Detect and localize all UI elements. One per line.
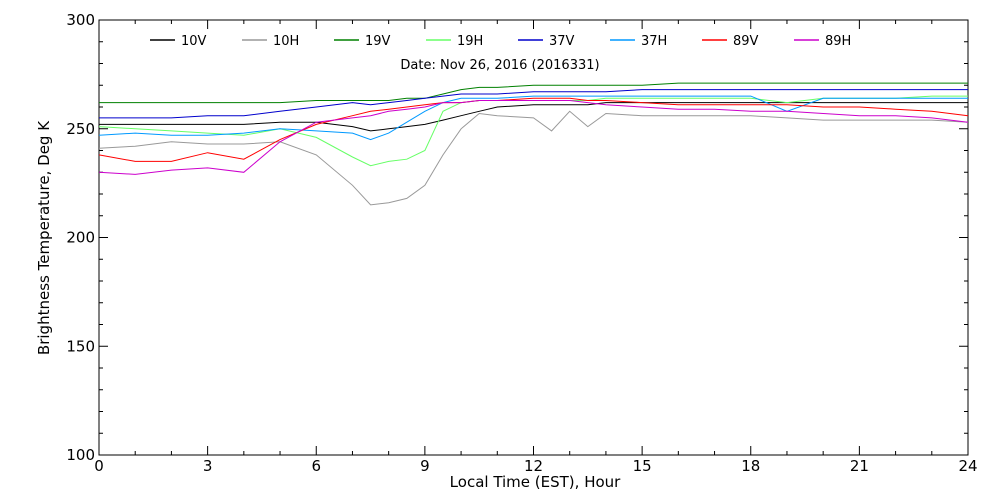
- y-tick-label: 300: [66, 11, 95, 29]
- series-line-37V: [99, 89, 968, 119]
- y-tick-label: 100: [66, 446, 95, 464]
- y-axis-ticks: 100 150 200 250 300: [66, 11, 968, 464]
- x-axis-label: Local Time (EST), Hour: [450, 473, 621, 491]
- x-tick-label: 15: [633, 457, 652, 475]
- x-tick-label: 0: [94, 457, 104, 475]
- x-tick-label: 18: [741, 457, 760, 475]
- legend: 10V 10H 19V 19H 37V 37H 89V 89H: [150, 34, 851, 49]
- y-tick-label: 250: [66, 120, 95, 138]
- legend-label-37H: 37H: [641, 34, 667, 49]
- series-line-89V: [98, 97, 969, 162]
- series-line-19V: [99, 82, 968, 104]
- x-axis-ticks: 0 3 6 9 12 15 18 21 24: [94, 20, 978, 475]
- legend-label-10V: 10V: [181, 34, 207, 49]
- legend-label-37V: 37V: [549, 34, 575, 49]
- x-tick-label: 9: [420, 457, 430, 475]
- series-lines: [98, 82, 969, 206]
- x-tick-label: 6: [311, 457, 321, 475]
- x-tick-label: 24: [958, 457, 977, 475]
- x-tick-label: 21: [850, 457, 869, 475]
- legend-label-19V: 19V: [365, 34, 391, 49]
- x-tick-label: 3: [203, 457, 213, 475]
- series-line-10H: [98, 110, 969, 206]
- legend-label-10H: 10H: [273, 34, 299, 49]
- series-line-89H: [98, 100, 969, 175]
- legend-label-89V: 89V: [733, 34, 759, 49]
- legend-label-89H: 89H: [825, 34, 851, 49]
- chart-annotation: Date: Nov 26, 2016 (2016331): [400, 58, 599, 73]
- y-axis-label: Brightness Temperature, Deg K: [35, 120, 53, 355]
- legend-label-19H: 19H: [457, 34, 483, 49]
- y-tick-label: 150: [66, 337, 95, 355]
- y-tick-label: 200: [66, 229, 95, 247]
- x-tick-label: 12: [524, 457, 543, 475]
